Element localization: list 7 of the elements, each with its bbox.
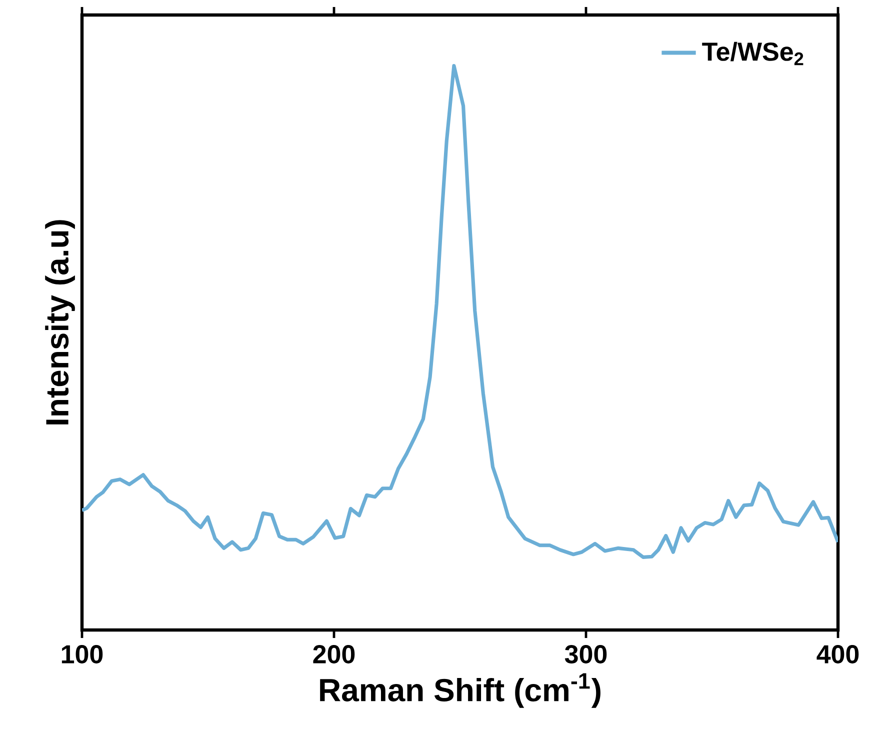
y-axis-title: Intensity (a.u) bbox=[45, 220, 75, 424]
legend-label: Te/WSe$_{2}$ bbox=[702, 42, 804, 66]
x-tick-label: 200 bbox=[313, 645, 355, 664]
x-tick-label: 400 bbox=[816, 645, 859, 664]
x-tick-label: 300 bbox=[564, 645, 607, 664]
x-tick-label: 100 bbox=[62, 645, 103, 664]
x-axis-title: Raman Shift (cm$^{-1}$) bbox=[320, 673, 600, 708]
